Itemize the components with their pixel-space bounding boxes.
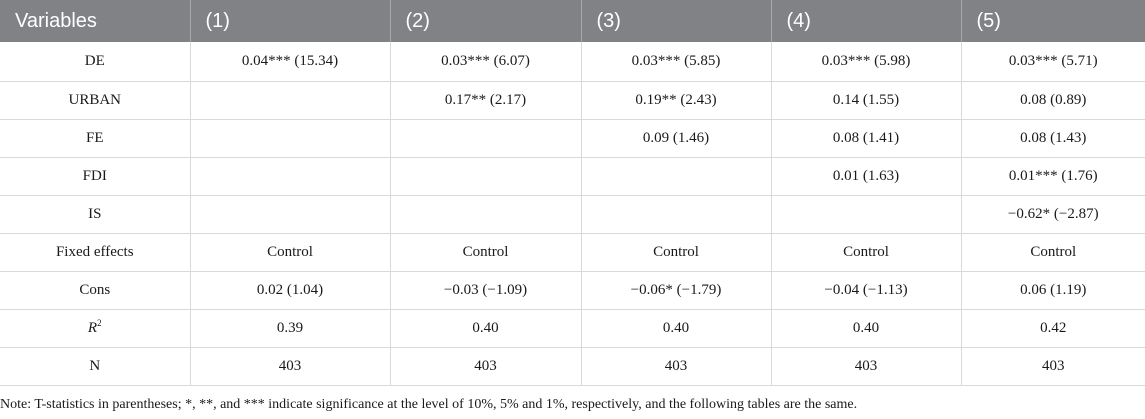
- table-cell: Control: [390, 233, 582, 272]
- table-cell: [581, 157, 772, 196]
- header-variables: Variables: [0, 0, 191, 42]
- table-cell: 0.02 (1.04): [190, 271, 391, 310]
- table-cell: 0.40: [390, 309, 582, 348]
- row-label-fe: FE: [0, 119, 191, 158]
- table-cell: [190, 157, 391, 196]
- row-label-n: N: [0, 347, 191, 386]
- table-cell: Control: [581, 233, 772, 272]
- table-cell: [390, 119, 582, 158]
- table-cell: 403: [390, 347, 582, 386]
- table-cell: [190, 195, 391, 234]
- table-cell: 403: [961, 347, 1145, 386]
- table-cell: 0.06 (1.19): [961, 271, 1145, 310]
- table-cell: −0.04 (−1.13): [771, 271, 962, 310]
- table-cell: −0.62* (−2.87): [961, 195, 1145, 234]
- table-cell: Control: [771, 233, 962, 272]
- row-label-fixed-effects: Fixed effects: [0, 233, 191, 272]
- table-cell: 0.08 (0.89): [961, 81, 1145, 120]
- table-cell: [390, 157, 582, 196]
- table-cell: 0.03*** (5.98): [771, 42, 962, 82]
- table-cell: 0.40: [581, 309, 772, 348]
- table-cell: −0.03 (−1.09): [390, 271, 582, 310]
- table-cell: [581, 195, 772, 234]
- table-body: DE 0.04*** (15.34) 0.03*** (6.07) 0.03**…: [0, 42, 1145, 386]
- table-row: IS −0.62* (−2.87): [0, 195, 1145, 234]
- table-cell: 0.08 (1.43): [961, 119, 1145, 158]
- table-cell: [190, 81, 391, 120]
- row-label-de: DE: [0, 42, 191, 82]
- row-label-fdi: FDI: [0, 157, 191, 196]
- table-cell: 403: [771, 347, 962, 386]
- table-cell: 0.42: [961, 309, 1145, 348]
- table-row: N 403 403 403 403 403: [0, 347, 1145, 386]
- table-cell: 0.04*** (15.34): [190, 42, 391, 82]
- table-cell: 403: [190, 347, 391, 386]
- table-note: Note: T-statistics in parentheses; *, **…: [0, 397, 858, 412]
- table-header: Variables (1) (2) (3) (4) (5): [0, 0, 1145, 42]
- table-row: FDI 0.01 (1.63) 0.01*** (1.76): [0, 157, 1145, 196]
- header-model-4: (4): [771, 0, 962, 42]
- table-cell: 0.01 (1.63): [771, 157, 962, 196]
- table-cell: Control: [961, 233, 1145, 272]
- table-cell: 0.03*** (6.07): [390, 42, 582, 82]
- row-label-urban: URBAN: [0, 81, 191, 120]
- r-squared-exponent: 2: [97, 317, 102, 328]
- table-cell: 0.03*** (5.71): [961, 42, 1145, 82]
- r-squared-symbol: R: [87, 319, 98, 336]
- header-row: Variables (1) (2) (3) (4) (5): [0, 0, 1145, 42]
- table-cell: 0.19** (2.43): [581, 81, 772, 120]
- table-cell: 0.01*** (1.76): [961, 157, 1145, 196]
- row-label-cons: Cons: [0, 271, 191, 310]
- table-cell: −0.06* (−1.79): [581, 271, 772, 310]
- table-cell: 403: [581, 347, 772, 386]
- table-row: R2 0.39 0.40 0.40 0.40 0.42: [0, 309, 1145, 348]
- header-model-5: (5): [961, 0, 1145, 42]
- table-cell: [190, 119, 391, 158]
- table-cell: 0.17** (2.17): [390, 81, 582, 120]
- table-row: Fixed effects Control Control Control Co…: [0, 233, 1145, 272]
- table-cell: 0.40: [771, 309, 962, 348]
- table-row: FE 0.09 (1.46) 0.08 (1.41) 0.08 (1.43): [0, 119, 1145, 158]
- table-cell: 0.03*** (5.85): [581, 42, 772, 82]
- table-cell: 0.08 (1.41): [771, 119, 962, 158]
- table-cell: 0.09 (1.46): [581, 119, 772, 158]
- table-cell: 0.39: [190, 309, 391, 348]
- header-model-2: (2): [390, 0, 582, 42]
- table-cell: 0.14 (1.55): [771, 81, 962, 120]
- table-row: DE 0.04*** (15.34) 0.03*** (6.07) 0.03**…: [0, 42, 1145, 82]
- regression-table: Variables (1) (2) (3) (4) (5) DE 0.04***…: [0, 0, 1145, 386]
- table-cell: [771, 195, 962, 234]
- row-label-is: IS: [0, 195, 191, 234]
- table-row: Cons 0.02 (1.04) −0.03 (−1.09) −0.06* (−…: [0, 271, 1145, 310]
- table-cell: Control: [190, 233, 391, 272]
- row-label-r-squared: R2: [0, 309, 191, 348]
- table-row: URBAN 0.17** (2.17) 0.19** (2.43) 0.14 (…: [0, 81, 1145, 120]
- table-cell: [390, 195, 582, 234]
- header-model-1: (1): [190, 0, 391, 42]
- header-model-3: (3): [581, 0, 772, 42]
